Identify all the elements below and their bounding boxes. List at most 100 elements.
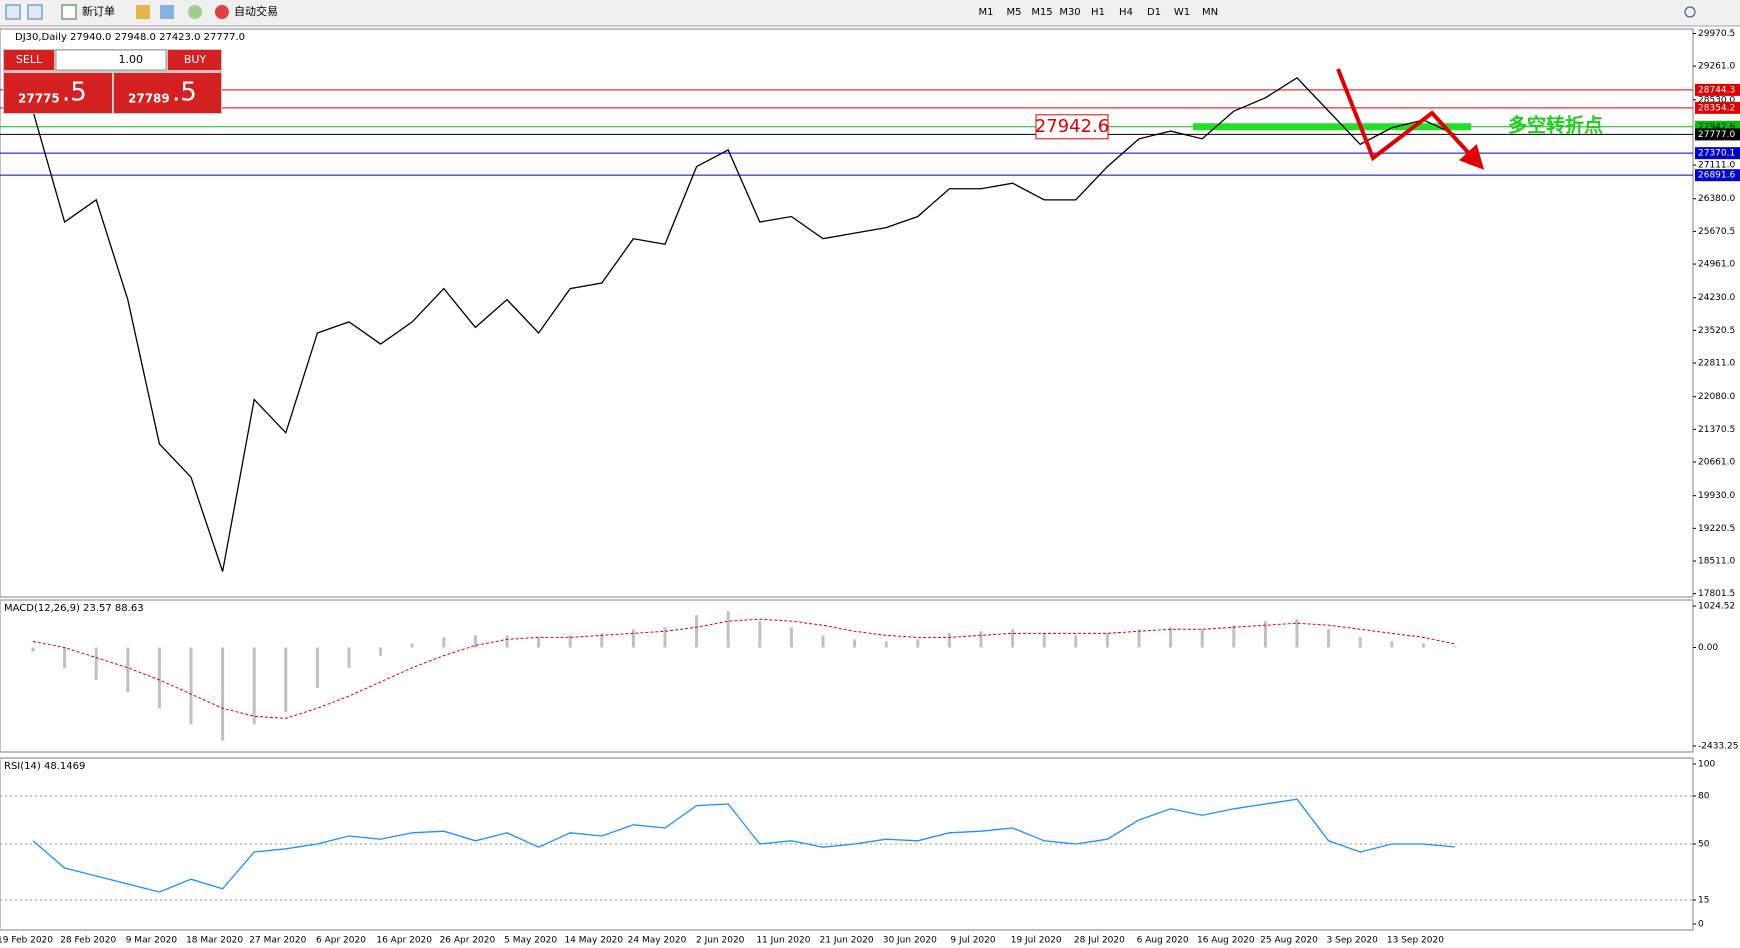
- x-tick-label: 24 May 2020: [628, 936, 687, 946]
- lot-value[interactable]: 1.00: [119, 53, 144, 66]
- y-tick-label: 50: [1698, 840, 1710, 850]
- buy-price-box[interactable]: [114, 73, 221, 113]
- level-label: 28744.3: [1698, 85, 1735, 95]
- macd-bar: [1390, 641, 1394, 648]
- sell-price-box[interactable]: [4, 73, 112, 113]
- x-tick-label: 28 Feb 2020: [60, 936, 116, 946]
- y-tick-label: -2433.25: [1698, 742, 1738, 752]
- y-tick-label: 29261.0: [1698, 62, 1735, 72]
- x-tick-label: 13 Sep 2020: [1387, 936, 1444, 946]
- search-icon[interactable]: [1684, 6, 1696, 18]
- x-tick-label: 9 Jul 2020: [950, 936, 995, 946]
- sell-label[interactable]: SELL: [16, 53, 43, 66]
- macd-bar: [157, 647, 161, 709]
- macd-bar: [1042, 633, 1046, 648]
- timeframe-button[interactable]: M5: [1007, 7, 1022, 18]
- macd-bar: [1232, 625, 1236, 648]
- macd-bar: [315, 647, 319, 688]
- auto-trading-button[interactable]: 自动交易: [234, 4, 278, 18]
- macd-bar: [1105, 633, 1109, 648]
- lot-input[interactable]: [55, 49, 167, 71]
- macd-bar: [473, 635, 477, 648]
- macd-bar: [947, 633, 951, 648]
- sell-button[interactable]: [4, 50, 54, 70]
- macd-bar: [853, 639, 857, 648]
- icon[interactable]: [215, 5, 229, 19]
- macd-bar: [916, 639, 920, 648]
- level-tag: [1695, 147, 1740, 160]
- x-tick-label: 30 Jun 2020: [883, 936, 937, 946]
- y-tick-label: 18511.0: [1698, 556, 1735, 566]
- macd-bar: [1169, 627, 1173, 648]
- icon[interactable]: [27, 4, 43, 20]
- macd-bar: [631, 629, 635, 648]
- macd-bar: [821, 635, 825, 648]
- y-tick-label: 28530.0: [1698, 95, 1735, 105]
- y-tick-label: 26380.0: [1698, 194, 1735, 204]
- macd-bar: [1011, 629, 1015, 648]
- macd-bar: [1074, 635, 1078, 648]
- buy-price[interactable]: 27789: [128, 92, 170, 106]
- icon[interactable]: [136, 5, 150, 19]
- annotation-text: 多空转折点: [1508, 113, 1603, 136]
- macd-bar: [1263, 621, 1267, 648]
- new-order-button[interactable]: 新订单: [82, 4, 115, 18]
- icon[interactable]: [61, 4, 77, 20]
- macd-bar: [347, 647, 351, 668]
- y-tick-label: 23520.5: [1698, 326, 1735, 336]
- timeframe-button[interactable]: D1: [1147, 7, 1161, 18]
- buy-pips[interactable]: .5: [172, 78, 197, 108]
- x-tick-label: 5 May 2020: [504, 936, 557, 946]
- y-tick-label: 80: [1698, 792, 1710, 802]
- trend-arrow: [1336, 68, 1485, 170]
- y-tick-label: 24230.0: [1698, 293, 1735, 303]
- macd-bar: [284, 647, 288, 713]
- macd-bar: [189, 647, 193, 725]
- timeframe-button[interactable]: M15: [1031, 7, 1052, 18]
- sell-pips[interactable]: .5: [62, 78, 87, 108]
- icon[interactable]: [160, 5, 174, 19]
- timeframe-button[interactable]: M30: [1059, 7, 1080, 18]
- timeframe-button[interactable]: W1: [1174, 7, 1190, 18]
- buy-button[interactable]: [168, 50, 221, 70]
- x-tick-label: 3 Sep 2020: [1327, 936, 1379, 946]
- level-tag: [1695, 101, 1740, 114]
- timeframe-button[interactable]: M1: [979, 7, 994, 18]
- icon[interactable]: [188, 5, 202, 19]
- y-tick-label: 22080.0: [1698, 392, 1735, 402]
- price-line: [32, 77, 1456, 572]
- macd-bar: [63, 647, 67, 668]
- x-tick-label: 21 Jun 2020: [820, 936, 874, 946]
- buy-label[interactable]: BUY: [184, 53, 207, 66]
- y-tick-label: 19930.0: [1698, 491, 1735, 501]
- macd-panel: [0, 599, 1694, 753]
- macd-bar: [442, 637, 446, 648]
- x-tick-label: 19 Jul 2020: [1011, 936, 1062, 946]
- x-tick-label: 18 Mar 2020: [186, 936, 243, 946]
- macd-bar: [126, 647, 130, 693]
- sell-price[interactable]: 27775: [18, 92, 60, 106]
- trade-panel: SELL 1.00 BUY 27775 .5 27789 .5: [3, 49, 222, 114]
- icon[interactable]: [5, 4, 21, 20]
- x-tick-label: 11 Jun 2020: [756, 936, 810, 946]
- macd-bar: [1421, 643, 1425, 648]
- level-label: 27777.0: [1698, 130, 1735, 140]
- macd-bar: [663, 627, 667, 648]
- macd-bar: [94, 647, 98, 680]
- x-tick-label: 14 May 2020: [564, 936, 623, 946]
- macd-bar: [1453, 646, 1457, 648]
- y-tick-label: 1024.52: [1698, 602, 1735, 612]
- level-tag: [1695, 128, 1740, 141]
- y-tick-label: 22811.0: [1698, 359, 1735, 369]
- macd-bar: [726, 611, 730, 648]
- x-tick-label: 19 Feb 2020: [0, 936, 53, 946]
- rsi-title: RSI(14) 48.1469: [4, 761, 85, 772]
- y-tick-label: 15: [1698, 896, 1709, 906]
- timeframe-button[interactable]: H1: [1091, 7, 1105, 18]
- timeframe-button[interactable]: MN: [1202, 7, 1218, 18]
- timeframe-button[interactable]: H4: [1119, 7, 1133, 18]
- x-tick-label: 26 Apr 2020: [440, 936, 496, 946]
- macd-bar: [1200, 629, 1204, 648]
- x-tick-label: 2 Jun 2020: [696, 936, 745, 946]
